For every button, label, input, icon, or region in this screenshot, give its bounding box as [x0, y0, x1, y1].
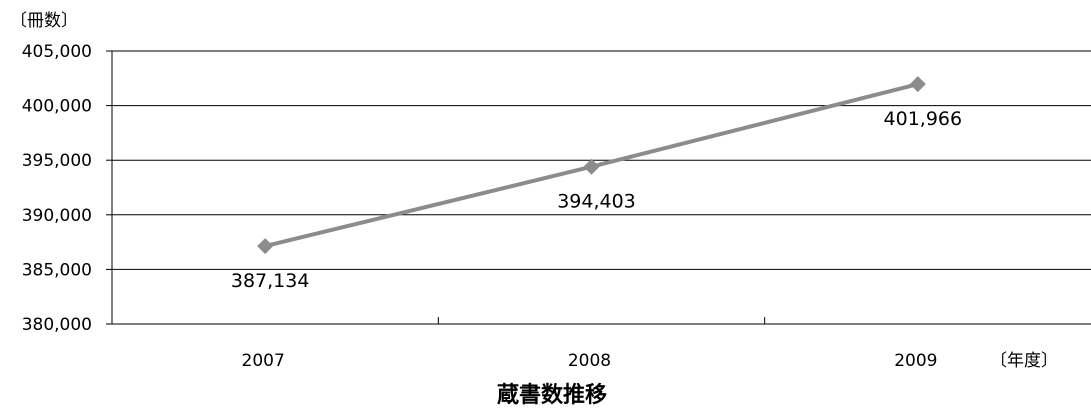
data-point: [909, 76, 926, 93]
y-tick-label: 400,000: [22, 97, 92, 117]
y-tick-label: 380,000: [22, 315, 92, 335]
data-point: [257, 238, 274, 255]
x-tick-label: 2007: [242, 351, 285, 371]
y-tick-labels: 380,000 385,000 390,000 395,000 400,000 405,0…: [22, 42, 92, 335]
series: [257, 76, 926, 255]
y-axis-unit-label: 〔冊数〕: [10, 11, 78, 31]
x-tick-label: 2008: [568, 351, 611, 371]
data-labels: 387,134 394,403 401,966: [231, 108, 962, 292]
chart-title: 蔵書数推移: [497, 382, 607, 408]
grid-lines: [112, 50, 1091, 325]
x-axis-unit-label: 〔年度〕: [990, 351, 1058, 371]
y-tick-label: 395,000: [22, 151, 92, 171]
y-tick-label: 385,000: [22, 260, 92, 280]
x-tick-labels: 2007 2008 2009: [242, 351, 938, 371]
data-label: 401,966: [884, 108, 963, 130]
data-label: 387,134: [231, 270, 310, 292]
x-tick-label: 2009: [894, 351, 937, 371]
data-point: [583, 158, 600, 175]
axes: [106, 50, 766, 325]
data-label: 394,403: [557, 191, 636, 213]
y-tick-label: 390,000: [22, 206, 92, 226]
y-tick-label: 405,000: [22, 42, 92, 62]
